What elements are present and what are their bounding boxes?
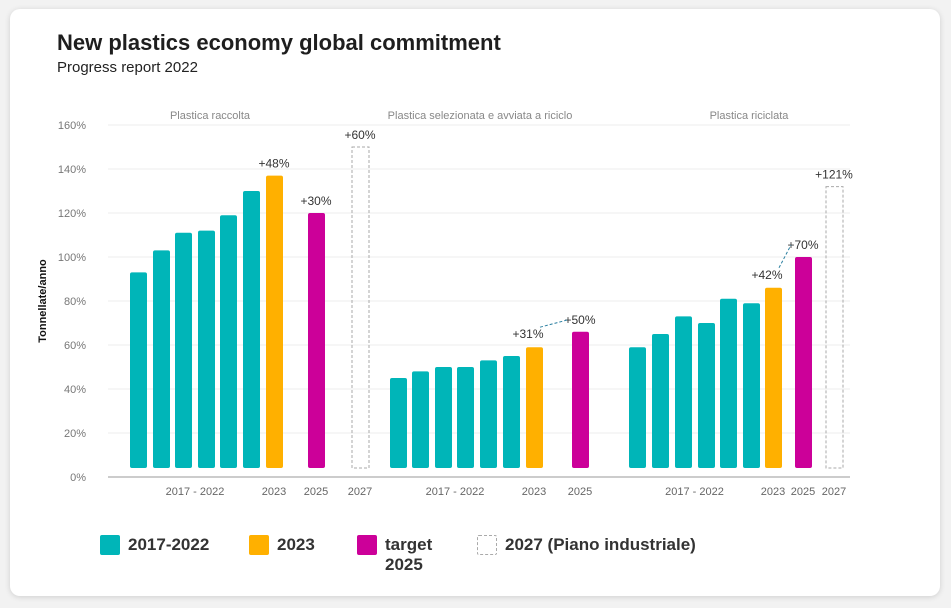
bar-historic: [652, 334, 669, 468]
y-tick-label: 60%: [64, 340, 86, 352]
bar-historic: [503, 356, 520, 468]
chart-title: New plastics economy global commitment: [57, 30, 501, 55]
bar-historic: [412, 371, 429, 468]
x-tick-label: 2023: [522, 486, 546, 498]
data-label-2025: +70%: [787, 238, 818, 252]
legend-label: 2027 (Piano industriale): [505, 535, 696, 554]
y-tick-label: 80%: [64, 296, 86, 308]
bar-historic: [243, 191, 260, 468]
group-title: Plastica selezionata e avviata a riciclo: [388, 110, 573, 122]
y-tick-label: 140%: [58, 164, 86, 176]
bar-2023: [266, 175, 283, 468]
x-tick-label: 2025: [568, 486, 592, 498]
data-label-2023: +31%: [512, 327, 543, 341]
y-tick-label: 120%: [58, 208, 86, 220]
bar-2027: [351, 146, 370, 469]
bar-target-2025: [572, 331, 589, 468]
x-tick-label: 2017 - 2022: [166, 486, 225, 498]
bar-2023: [765, 287, 782, 468]
bar-historic: [743, 303, 760, 468]
y-axis-label: Tonnellate/anno: [37, 259, 49, 343]
data-label-2023: +42%: [751, 268, 782, 282]
x-tick-label: 2017 - 2022: [426, 486, 485, 498]
bar-historic: [435, 367, 452, 468]
bar-historic: [457, 367, 474, 468]
legend-item-2027: 2027 (Piano industriale): [477, 535, 696, 555]
legend-swatch: [249, 535, 269, 555]
bar-2023: [526, 347, 543, 468]
y-tick-label: 100%: [58, 252, 86, 264]
bar-historic: [675, 316, 692, 468]
legend-swatch: [477, 535, 497, 555]
bar-historic: [720, 298, 737, 468]
data-label-2027: +121%: [815, 168, 853, 182]
x-tick-label: 2027: [822, 486, 846, 498]
group-title: Plastica raccolta: [170, 110, 251, 122]
group-title: Plastica riciclata: [710, 110, 790, 122]
y-tick-label: 160%: [58, 120, 86, 132]
bar-target-2025: [308, 213, 325, 468]
legend-label: 2023: [277, 535, 315, 554]
x-tick-label: 2017 - 2022: [665, 486, 724, 498]
bar-historic: [175, 232, 192, 468]
data-label-2023: +48%: [258, 157, 289, 171]
bar-historic: [480, 360, 497, 468]
y-tick-label: 40%: [64, 384, 86, 396]
bar-target-2025: [795, 257, 812, 468]
bar-historic: [390, 378, 407, 468]
bar-historic: [220, 215, 237, 468]
data-label-2027: +60%: [344, 128, 375, 142]
data-label-2025: +30%: [300, 194, 331, 208]
bar-historic: [698, 323, 715, 468]
data-label-2025: +50%: [564, 313, 595, 327]
legend-label: 2017-2022: [128, 535, 210, 554]
legend-swatch: [100, 535, 120, 555]
x-tick-label: 2025: [791, 486, 815, 498]
legend-item-2023: 2023: [249, 535, 315, 555]
legend-label: target 2025: [385, 535, 433, 574]
connector-line: [778, 244, 792, 269]
x-tick-label: 2027: [348, 486, 372, 498]
chart-subtitle: Progress report 2022: [57, 59, 198, 76]
legend-item-target-2025: target 2025: [357, 535, 432, 575]
bar-historic: [198, 230, 215, 468]
bar-2027: [825, 186, 844, 469]
x-tick-label: 2025: [304, 486, 328, 498]
x-tick-label: 2023: [761, 486, 785, 498]
bar-historic: [629, 347, 646, 468]
x-tick-label: 2023: [262, 486, 286, 498]
bar-historic: [130, 272, 147, 468]
legend-item-2017-2022: 2017-2022: [100, 535, 209, 555]
y-tick-label: 0%: [70, 472, 86, 484]
legend-swatch: [357, 535, 377, 555]
bar-historic: [153, 250, 170, 468]
y-tick-label: 20%: [64, 428, 86, 440]
